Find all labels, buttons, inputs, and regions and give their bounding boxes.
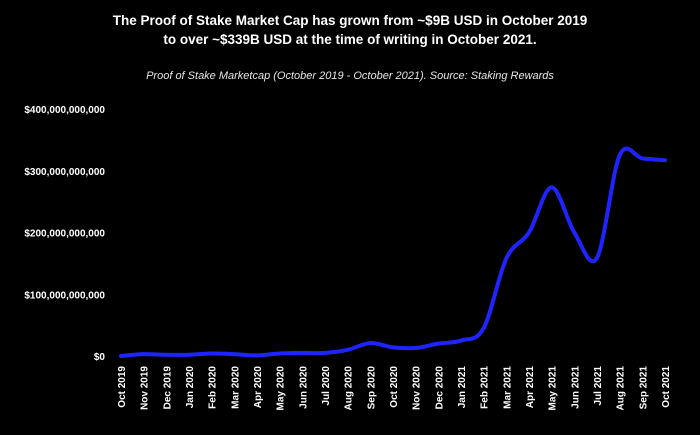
- y-tick-label: $100,000,000,000: [24, 290, 105, 301]
- data-point-may-2021: [550, 185, 554, 189]
- data-point-jul-2021: [595, 256, 599, 260]
- chart-subtitle: Proof of Stake Marketcap (October 2019 -…: [146, 70, 554, 82]
- x-tick-label: Oct 2021: [661, 366, 672, 408]
- data-point-mar-2020: [232, 352, 236, 356]
- data-point-oct-2019: [119, 354, 123, 358]
- data-point-may-2020: [278, 352, 282, 356]
- x-tick-label: Sep 2020: [366, 366, 377, 410]
- x-tick-label: Aug 2020: [344, 366, 355, 411]
- y-axis: $0 $100,000,000,000 $200,000,000,000 $300,0…: [24, 105, 105, 363]
- x-tick-label: Aug 2021: [616, 366, 627, 411]
- x-tick-label: May 2020: [276, 366, 287, 411]
- data-point-aug-2020: [346, 348, 350, 352]
- x-tick-label: Feb 2020: [208, 366, 219, 409]
- x-tick-label: Sep 2021: [638, 366, 649, 410]
- data-point-jun-2020: [300, 351, 304, 355]
- x-tick-label: Mar 2021: [502, 366, 513, 409]
- data-point-oct-2021: [663, 158, 667, 162]
- data-point-jan-2021: [459, 339, 463, 343]
- chart-title-line-1: The Proof of Stake Market Cap has grown …: [112, 13, 588, 28]
- x-tick-label: Jun 2020: [298, 366, 309, 409]
- x-tick-label: Nov 2019: [140, 366, 151, 410]
- data-point-sep-2021: [640, 156, 644, 160]
- series-line-pos-marketcap: [119, 146, 667, 358]
- x-tick-label: Oct 2019: [117, 366, 128, 408]
- data-point-nov-2019: [142, 352, 146, 356]
- x-tick-label: Jan 2021: [457, 366, 468, 409]
- x-tick-label: Nov 2020: [412, 366, 423, 410]
- data-point-sep-2020: [368, 341, 372, 345]
- x-tick-label: May 2021: [548, 366, 559, 411]
- x-tick-label: Feb 2021: [480, 366, 491, 409]
- y-tick-label: $400,000,000,000: [24, 105, 105, 116]
- data-point-dec-2019: [164, 353, 168, 357]
- data-point-apr-2020: [255, 353, 259, 357]
- y-tick-label: $300,000,000,000: [24, 167, 105, 178]
- y-tick-label: $0: [94, 352, 106, 363]
- x-tick-label: Apr 2021: [525, 366, 536, 409]
- data-point-mar-2021: [504, 256, 508, 260]
- x-tick-label: Jul 2021: [593, 366, 604, 406]
- chart-title-line-2: to over ~$339B USD at the time of writin…: [163, 32, 537, 47]
- data-point-feb-2021: [482, 326, 486, 330]
- data-point-aug-2021: [618, 153, 622, 157]
- data-point-jan-2020: [187, 353, 191, 357]
- data-point-oct-2020: [391, 345, 395, 349]
- data-point-jun-2021: [572, 231, 576, 235]
- x-tick-label: Apr 2020: [253, 366, 264, 409]
- x-tick-label: Dec 2019: [162, 366, 173, 410]
- x-tick-label: Jun 2021: [570, 366, 581, 409]
- x-tick-label: Dec 2020: [434, 366, 445, 410]
- data-point-nov-2020: [414, 346, 418, 350]
- data-point-jul-2020: [323, 351, 327, 355]
- x-tick-label: Mar 2020: [230, 366, 241, 409]
- y-tick-label: $200,000,000,000: [24, 229, 105, 240]
- x-tick-label: Oct 2020: [389, 366, 400, 408]
- data-point-apr-2021: [527, 231, 531, 235]
- data-point-feb-2020: [210, 352, 214, 356]
- x-tick-label: Jan 2020: [185, 366, 196, 409]
- x-tick-label: Jul 2020: [321, 366, 332, 406]
- data-point-dec-2020: [436, 342, 440, 346]
- x-axis: Oct 2019 Nov 2019 Dec 2019 Jan 2020 Feb 2020…: [117, 366, 672, 411]
